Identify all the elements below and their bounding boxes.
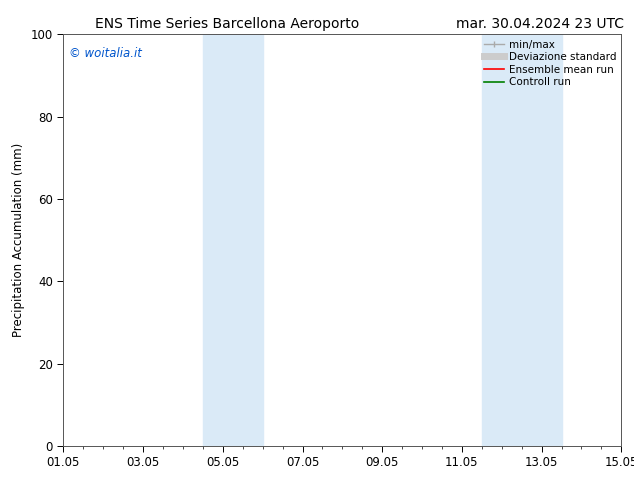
- Y-axis label: Precipitation Accumulation (mm): Precipitation Accumulation (mm): [12, 143, 25, 337]
- Legend: min/max, Deviazione standard, Ensemble mean run, Controll run: min/max, Deviazione standard, Ensemble m…: [482, 37, 618, 89]
- Text: mar. 30.04.2024 23 UTC: mar. 30.04.2024 23 UTC: [456, 17, 624, 31]
- Text: ENS Time Series Barcellona Aeroporto: ENS Time Series Barcellona Aeroporto: [95, 17, 359, 31]
- Text: © woitalia.it: © woitalia.it: [69, 47, 142, 60]
- Bar: [482, 34, 562, 446]
- Bar: [203, 34, 262, 446]
